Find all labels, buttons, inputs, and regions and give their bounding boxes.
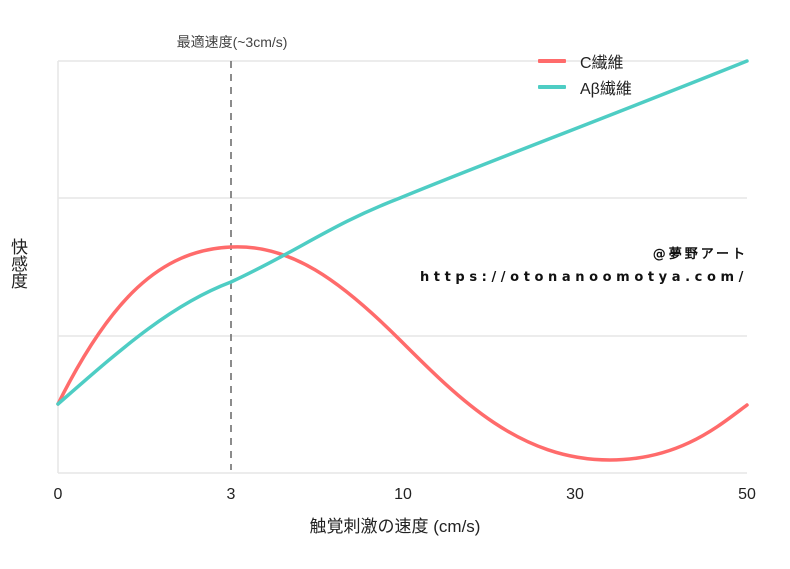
watermark: @夢野アート https://otonanoomotya.com/ <box>420 246 748 292</box>
legend: C繊維 Aβ繊維 <box>538 48 632 100</box>
legend-item-abeta-fiber[interactable]: Aβ繊維 <box>538 74 632 100</box>
legend-label: C繊維 <box>580 55 624 72</box>
y-axis-label: 快感度 <box>8 238 27 289</box>
x-tick: 10 <box>394 486 412 503</box>
legend-swatch-abeta-fiber <box>538 85 566 89</box>
x-tick: 30 <box>566 486 584 503</box>
legend-label: Aβ繊維 <box>580 81 632 98</box>
x-axis-label: 触覚刺激の速度 (cm/s) <box>309 517 481 536</box>
series-c-fiber-line <box>56 245 749 462</box>
x-tick: 3 <box>226 486 236 503</box>
legend-swatch-c-fiber <box>538 59 566 63</box>
watermark-author: @夢野アート <box>652 247 748 262</box>
series-abeta-fiber-line <box>56 59 749 406</box>
x-axis-ticks: 0 3 10 30 50 <box>0 486 790 506</box>
x-tick: 0 <box>53 486 63 503</box>
watermark-url: https://otonanoomotya.com/ <box>419 270 748 285</box>
optimal-speed-label: 最適速度(~3cm/s) <box>176 34 288 50</box>
gridlines <box>57 60 747 474</box>
x-tick: 50 <box>738 486 756 503</box>
legend-item-c-fiber[interactable]: C繊維 <box>538 48 632 74</box>
